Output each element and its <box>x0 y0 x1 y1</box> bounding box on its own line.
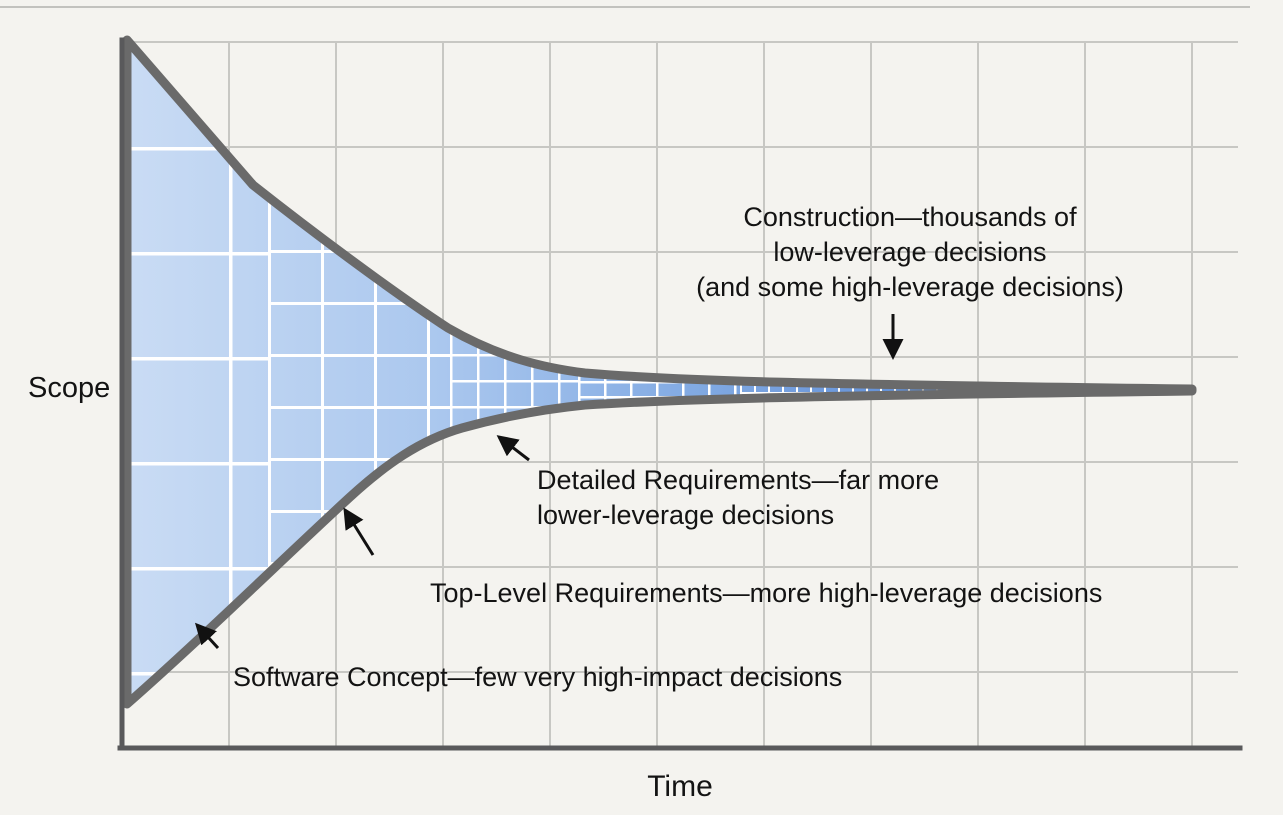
arrow-detailed-requirements <box>496 435 530 462</box>
x-axis-label: Time <box>647 770 713 803</box>
annotation-line: Software Concept—few very high-impact de… <box>233 662 843 692</box>
arrow-software-concept <box>194 622 220 650</box>
funnel-outline <box>122 35 1197 709</box>
annotation-top-level-requirements: Top-Level Requirements—more high-leverag… <box>430 576 1102 611</box>
y-axis-label: Scope <box>28 372 111 404</box>
annotation-line: lower-leverage decisions <box>537 500 835 530</box>
annotation-line: (and some high-leverage decisions) <box>696 272 1124 302</box>
annotation-line: Top-Level Requirements—more high-leverag… <box>430 578 1103 608</box>
arrow-top-level-requirements <box>343 507 375 556</box>
annotation-construction: Construction—thousands of low-leverage d… <box>660 200 1160 305</box>
annotation-arrows <box>194 314 904 650</box>
axis-lines <box>117 37 1243 751</box>
annotation-line: Detailed Requirements—far more <box>537 465 940 495</box>
annotation-software-concept: Software Concept—few very high-impact de… <box>233 660 842 695</box>
annotation-line: low-leverage decisions <box>773 237 1047 267</box>
annotation-detailed-requirements: Detailed Requirements—far more lower-lev… <box>537 463 939 533</box>
annotation-line: Construction—thousands of <box>743 202 1077 232</box>
